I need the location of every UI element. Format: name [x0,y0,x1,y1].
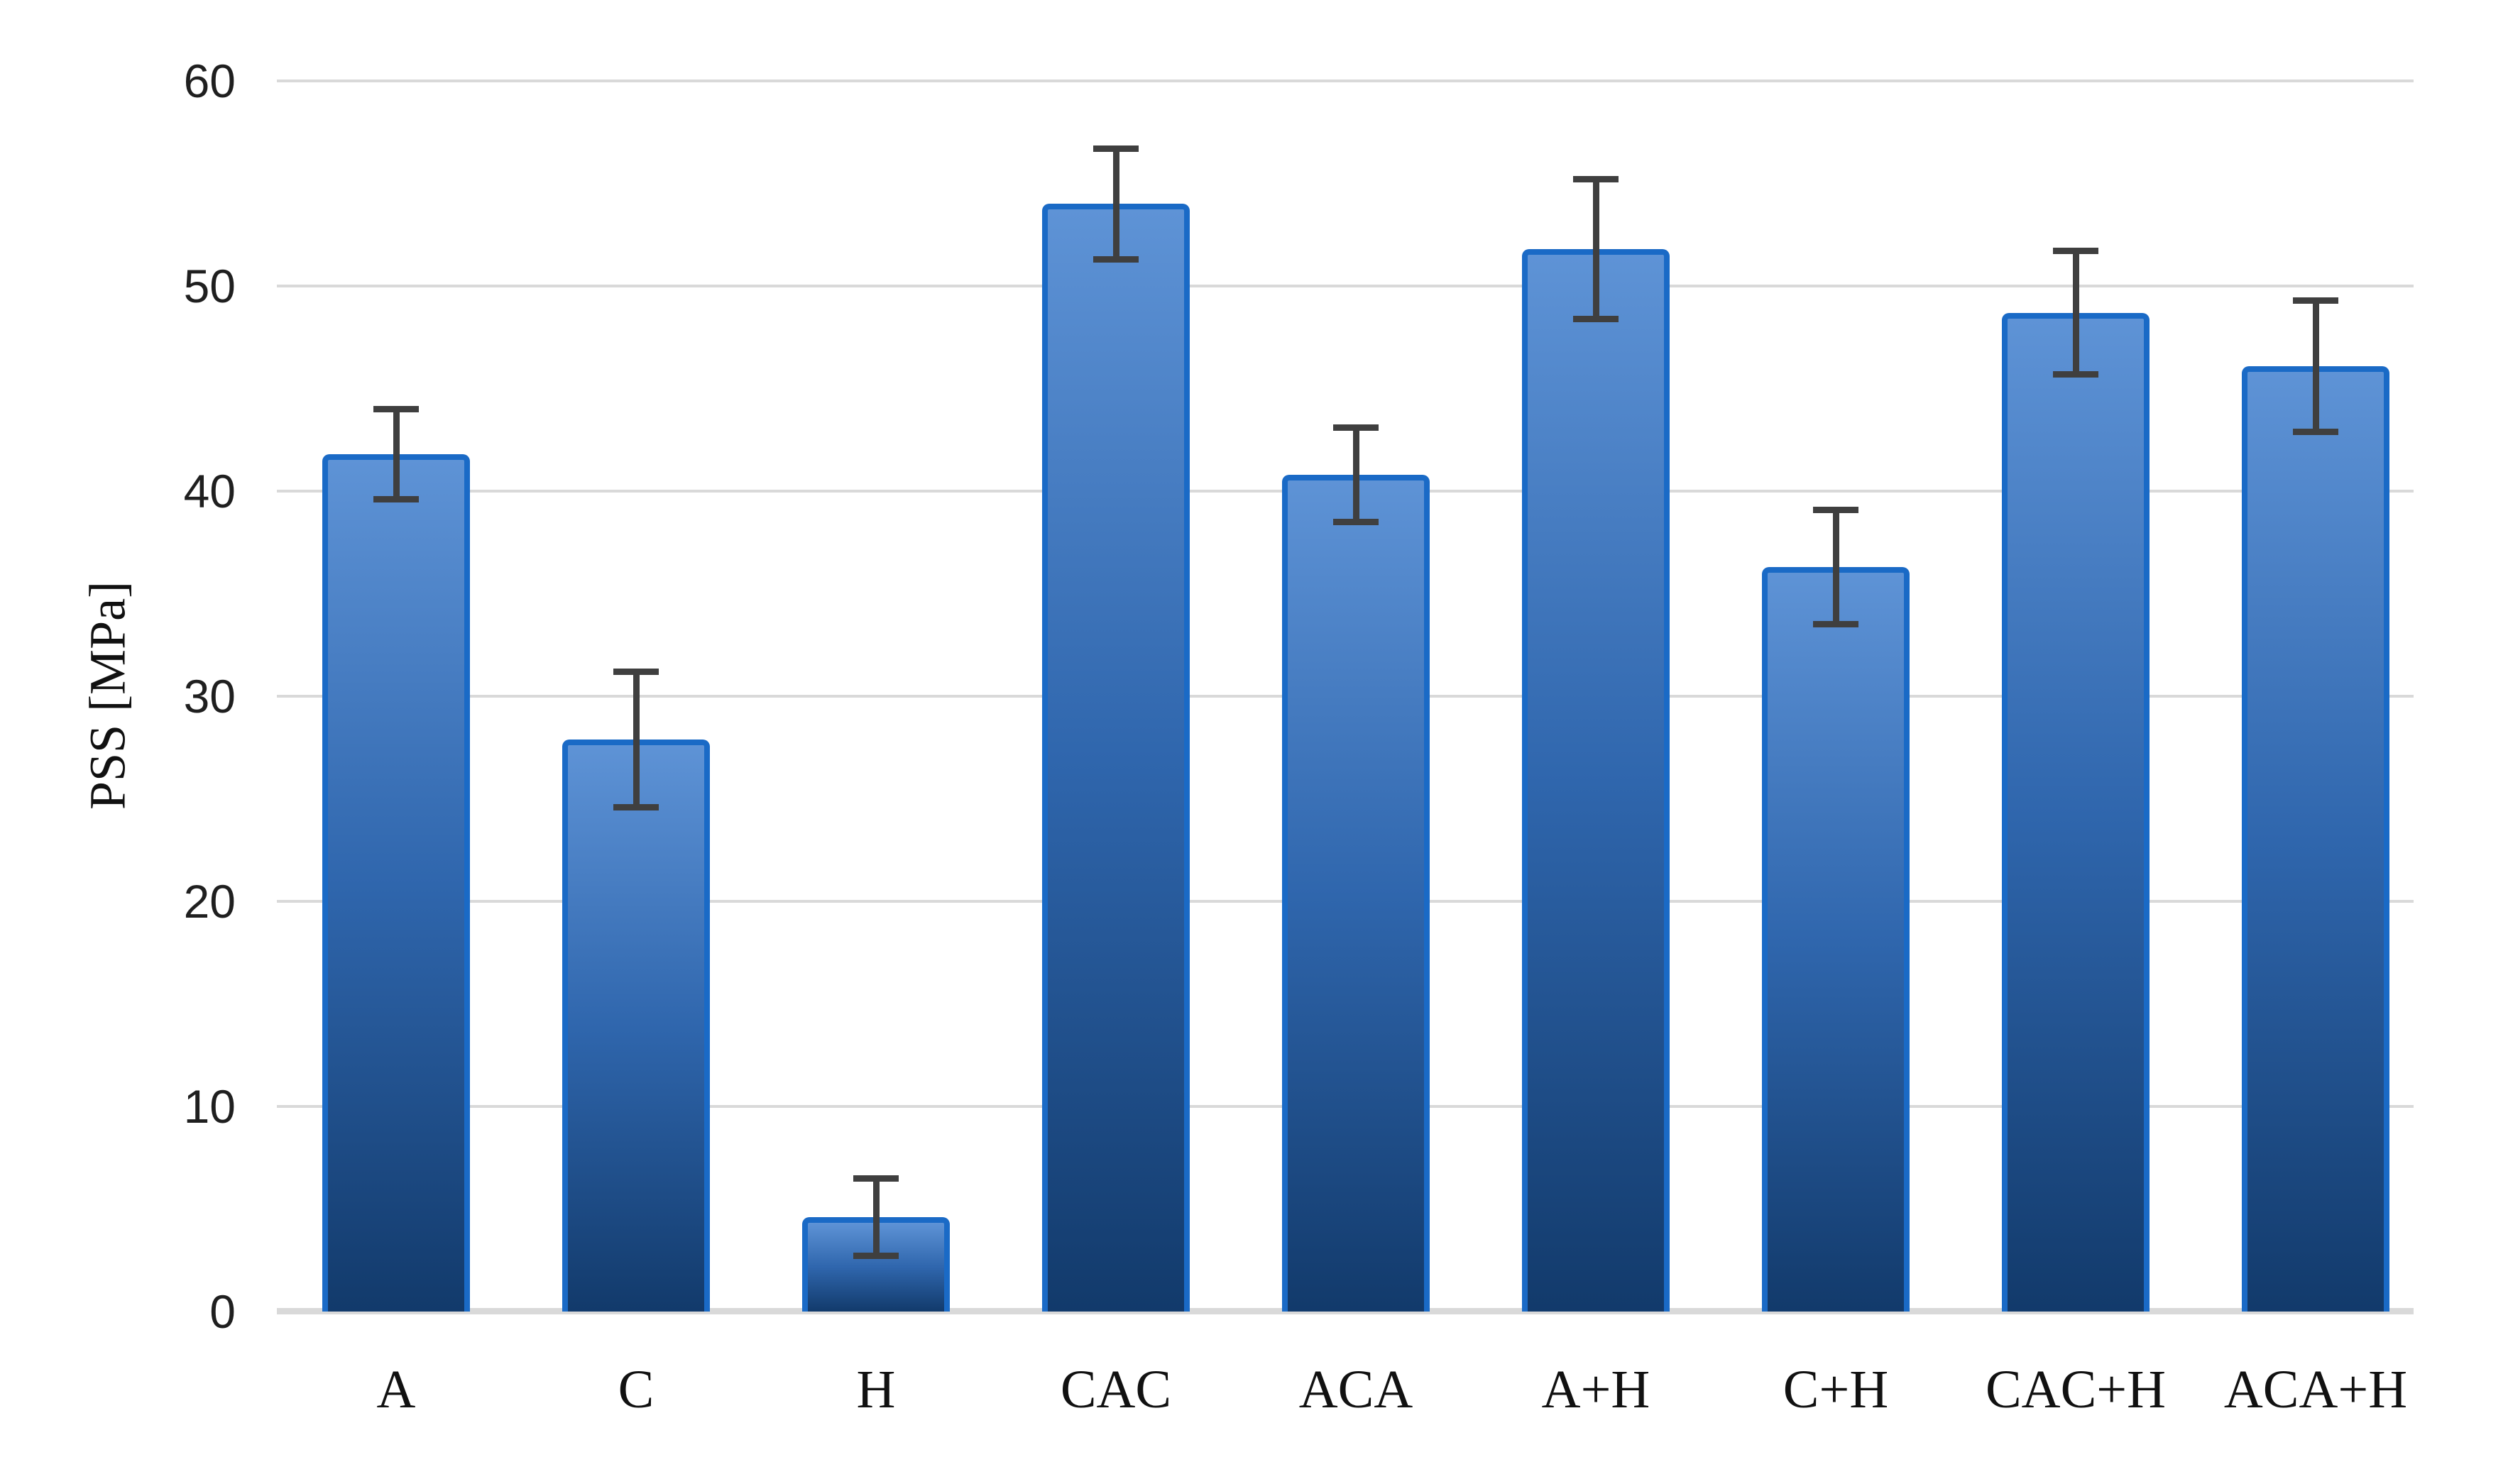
x-category-label: C+H [1783,1360,1889,1419]
bar [1042,204,1190,1312]
error-bar-bottom-cap [1333,518,1379,525]
gridline [277,285,2414,287]
error-bar-top-cap [1573,176,1619,183]
error-bar-line [1112,148,1119,260]
error-bar-bottom-cap [2053,370,2098,378]
error-bar-line [1352,427,1359,522]
error-bar-line [2312,300,2319,432]
bar [1762,566,1910,1312]
x-category-label: CAC+H [1985,1360,2167,1419]
error-bar-bottom-cap [373,496,419,503]
error-bar-line [872,1178,880,1256]
y-tick-label: 40 [183,465,236,517]
x-category-label: ACA+H [2223,1360,2408,1419]
error-bar-line [2072,251,2079,375]
x-category-label: A [376,1360,416,1419]
bar [2002,312,2150,1312]
error-bar-bottom-cap [1573,315,1619,322]
error-bar-top-cap [1813,506,1858,513]
bar [562,739,710,1312]
y-tick-label: 60 [183,55,236,107]
x-category-label: CAC [1060,1360,1172,1419]
y-tick-label: 10 [183,1080,236,1133]
error-bar-top-cap [373,405,419,412]
error-bar-top-cap [853,1175,899,1182]
y-tick-label: 0 [209,1285,236,1338]
error-bar-top-cap [1333,424,1379,431]
error-bar-line [1592,179,1599,319]
error-bar-top-cap [1093,145,1139,152]
x-category-label: C [618,1360,655,1419]
bar [1282,474,1430,1312]
error-bar-bottom-cap [1813,621,1858,628]
error-bar-line [633,671,640,808]
bar [802,1217,950,1312]
y-tick-label: 20 [183,875,236,928]
error-bar-bottom-cap [853,1253,899,1260]
error-bar-top-cap [613,668,659,675]
x-category-label: H [856,1360,896,1419]
error-bar-line [1832,510,1839,625]
bar [322,454,470,1312]
x-category-label: ACA [1298,1360,1413,1419]
bar [2242,365,2389,1312]
bar [1522,248,1670,1312]
error-bar-top-cap [2293,297,2338,304]
x-category-label: A+H [1541,1360,1650,1419]
y-tick-label: 50 [183,260,236,312]
error-bar-bottom-cap [1093,255,1139,263]
gridline [277,79,2414,82]
y-tick-label: 30 [183,670,236,722]
error-bar-bottom-cap [2293,428,2338,435]
error-bar-top-cap [2053,248,2098,255]
error-bar-bottom-cap [613,803,659,810]
error-bar-line [393,409,400,500]
